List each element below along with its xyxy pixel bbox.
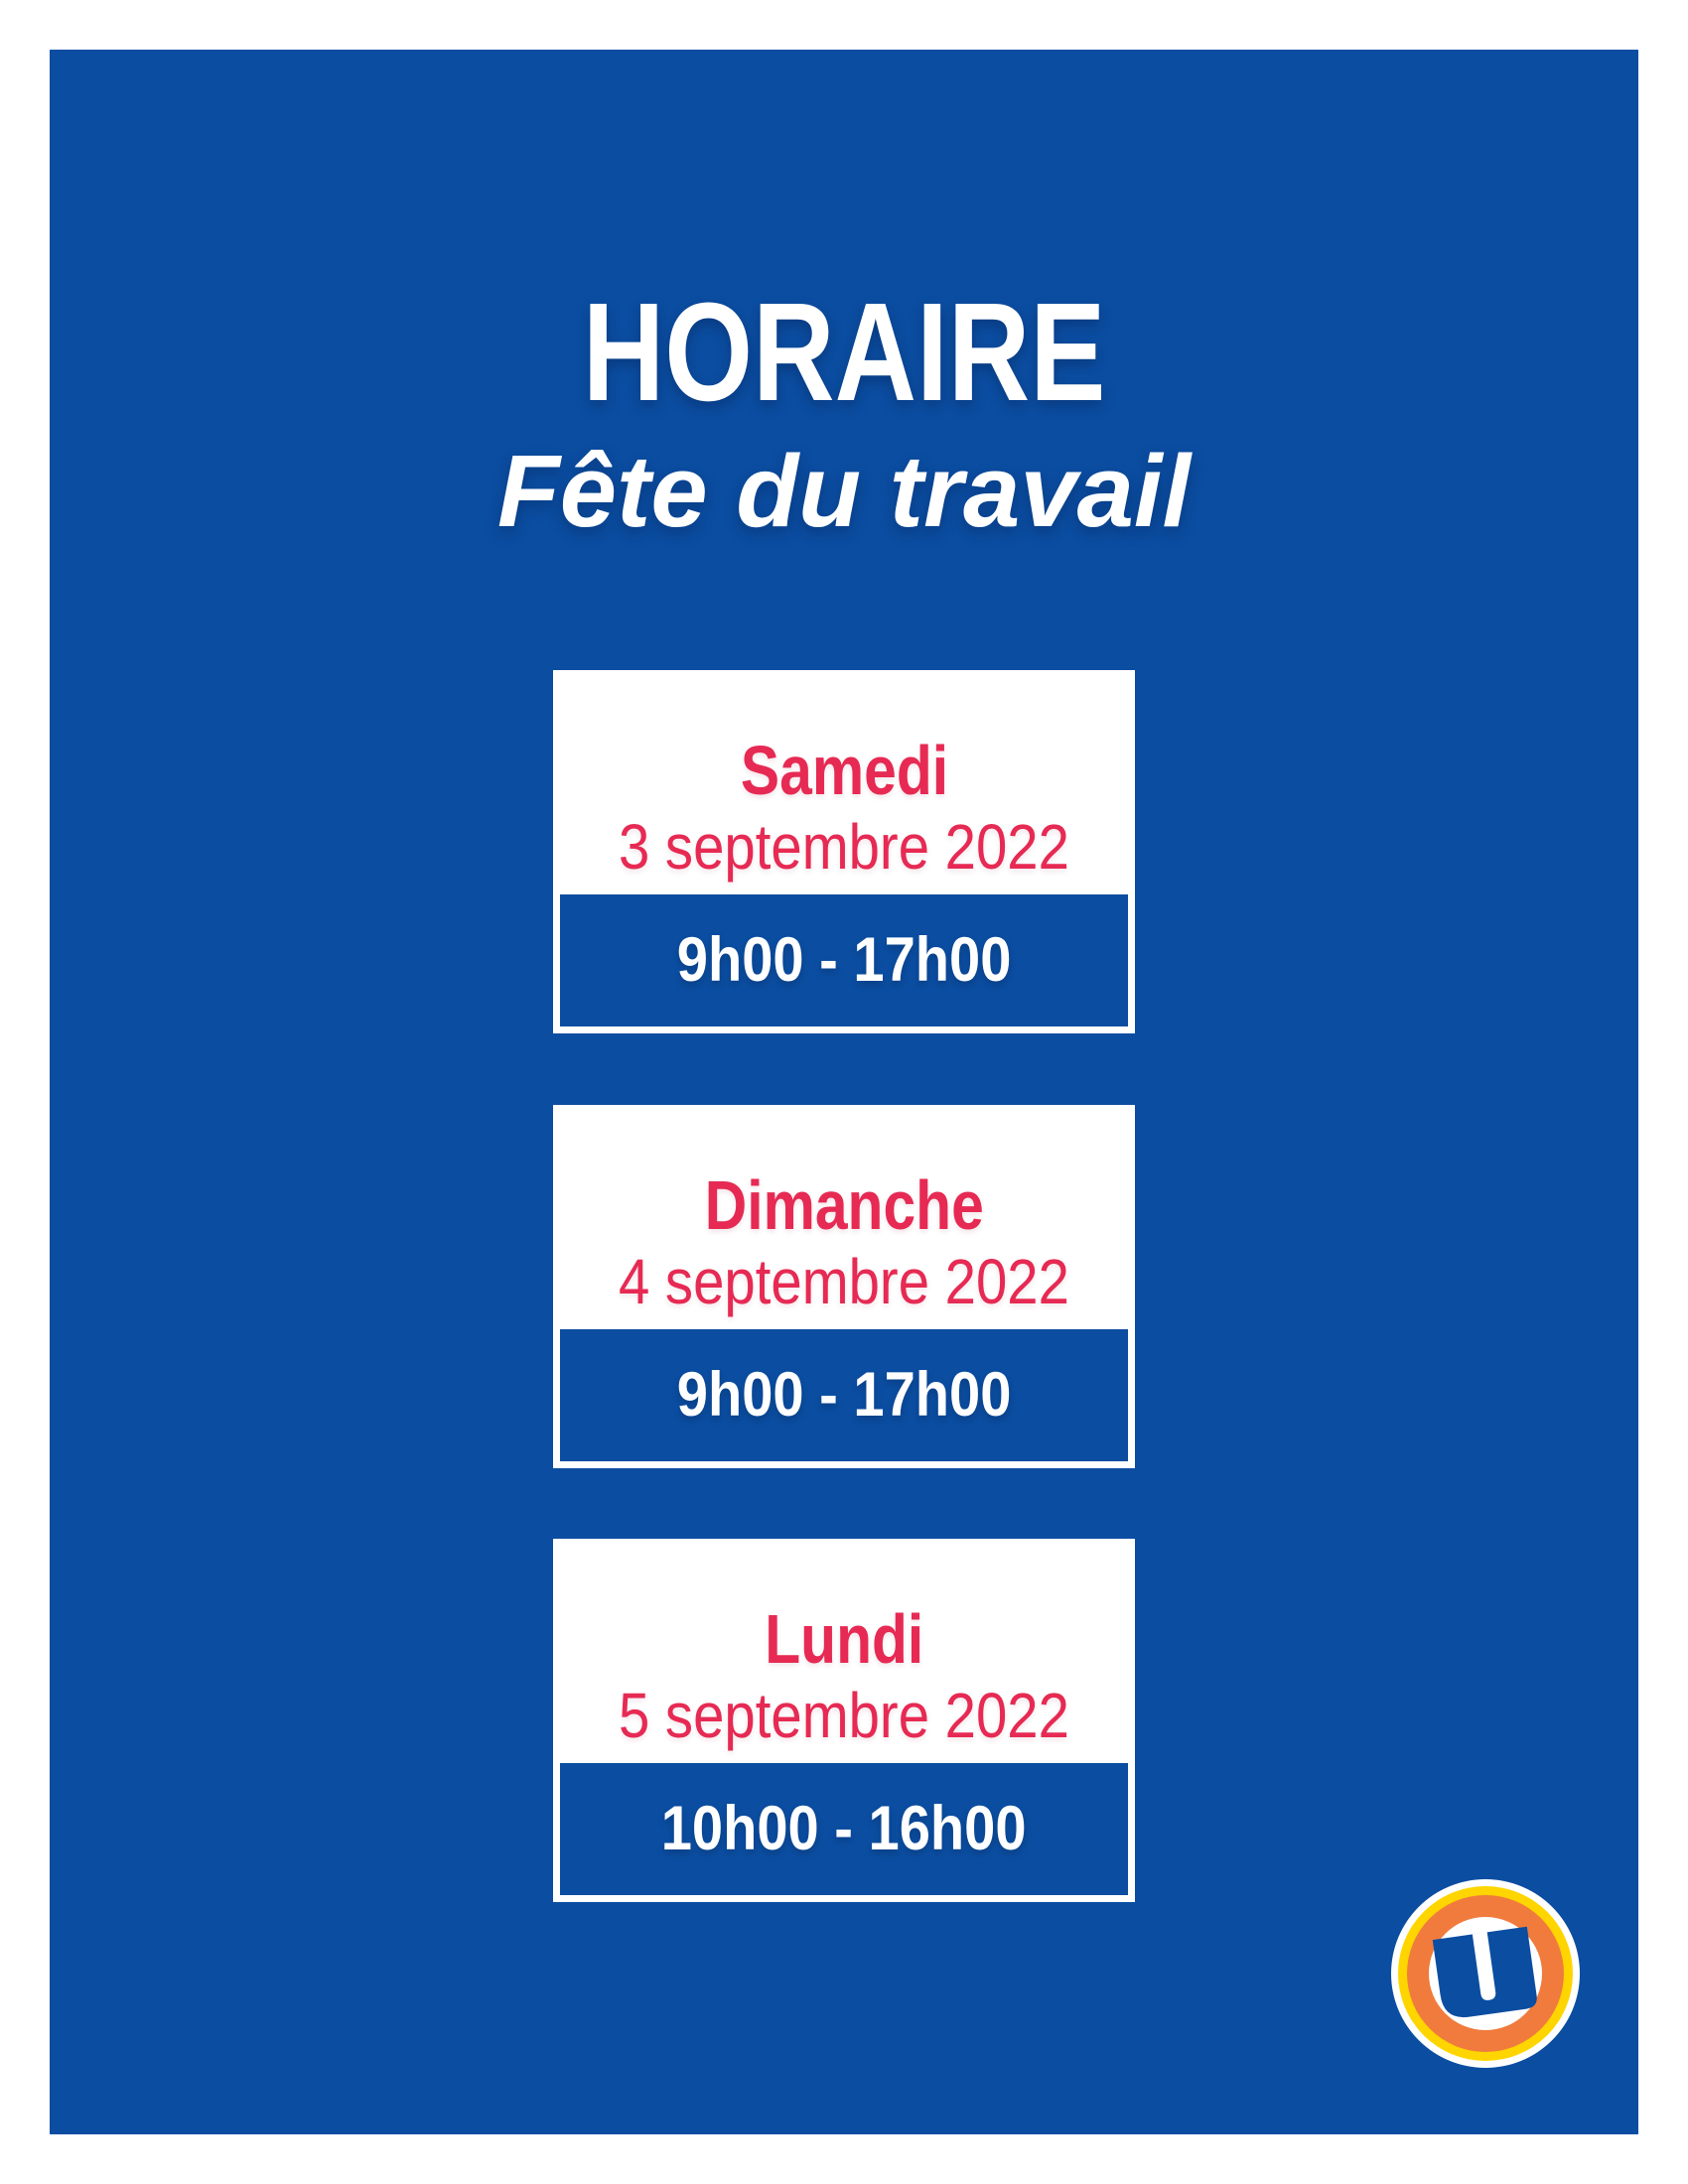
day-name-text: Lundi <box>764 1600 923 1678</box>
day-date-text: 4 septembre 2022 <box>619 1246 1069 1317</box>
schedule-card-saturday: Samedi 3 septembre 2022 9h00 - 17h00 <box>553 670 1135 1033</box>
hours-text: 9h00 - 17h00 <box>676 925 1012 995</box>
day-name: Samedi <box>553 736 1135 805</box>
day-name: Lundi <box>553 1604 1135 1674</box>
u-brand-logo-icon <box>1391 1879 1580 2068</box>
schedule-card-sunday: Dimanche 4 septembre 2022 9h00 - 17h00 <box>553 1105 1135 1468</box>
hours-bar: 9h00 - 17h00 <box>560 1329 1128 1461</box>
day-name-text: Dimanche <box>704 1166 984 1244</box>
day-date: 3 septembre 2022 <box>553 815 1135 879</box>
hours-bar: 10h00 - 16h00 <box>560 1763 1128 1895</box>
day-date: 5 septembre 2022 <box>553 1684 1135 1747</box>
day-name: Dimanche <box>553 1170 1135 1240</box>
blue-panel: HORAIRE Fête du travail Samedi 3 septemb… <box>50 50 1638 2134</box>
poster-title-text: HORAIRE <box>582 273 1106 430</box>
day-date-text: 5 septembre 2022 <box>619 1680 1069 1751</box>
poster-subtitle-text: Fête du travail <box>496 434 1192 548</box>
schedule-card-monday: Lundi 5 septembre 2022 10h00 - 16h00 <box>553 1539 1135 1902</box>
hours-text: 9h00 - 17h00 <box>676 1360 1012 1430</box>
day-date: 4 septembre 2022 <box>553 1250 1135 1313</box>
hours-text: 10h00 - 16h00 <box>661 1794 1027 1863</box>
day-date-text: 3 septembre 2022 <box>619 811 1069 883</box>
poster-subtitle: Fête du travail <box>50 440 1638 542</box>
hours-bar: 9h00 - 17h00 <box>560 894 1128 1026</box>
poster-title: HORAIRE <box>50 282 1638 422</box>
day-name-text: Samedi <box>740 732 948 809</box>
